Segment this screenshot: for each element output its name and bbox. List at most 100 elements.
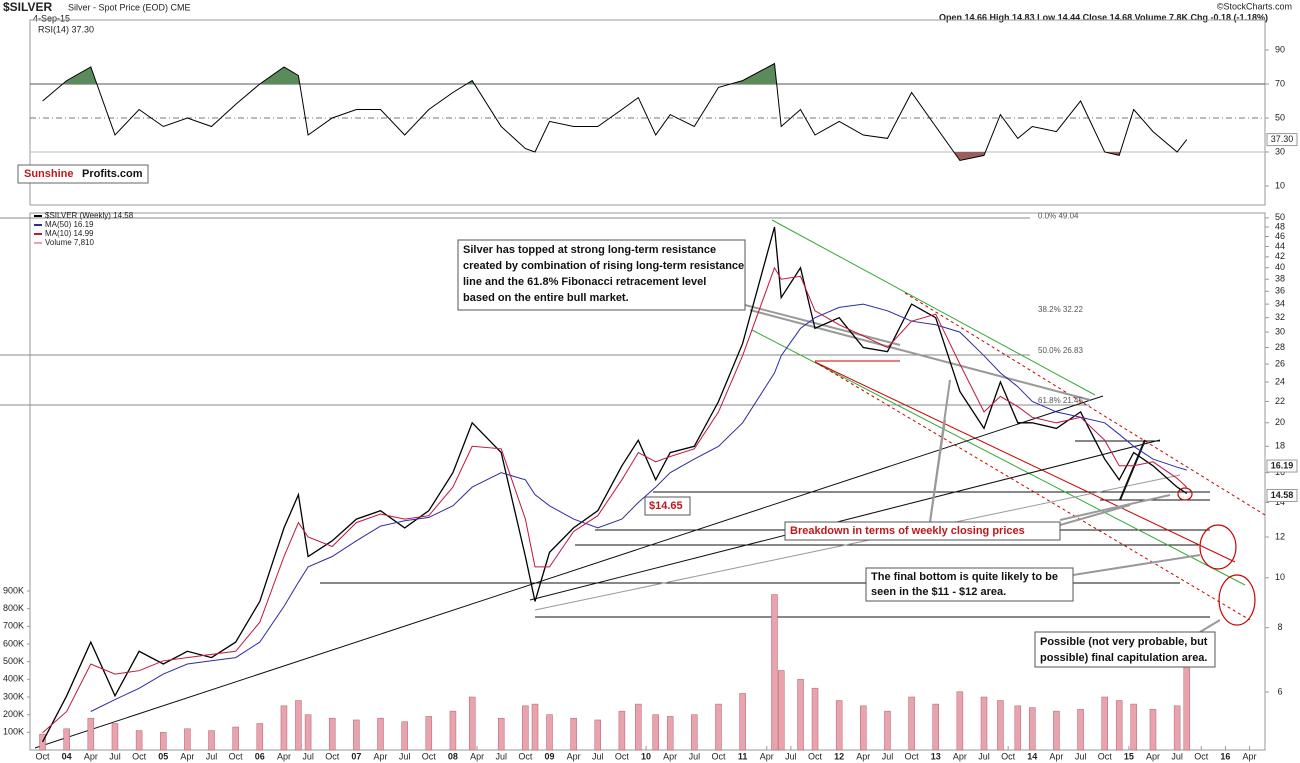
last-value-label: 37.30 — [1271, 134, 1294, 144]
callout-text: seen in the $11 - $12 area. — [871, 586, 1006, 598]
series-line — [90, 303, 1187, 712]
callout-text: possible) final capitulation area. — [1040, 652, 1207, 664]
trend-line — [819, 364, 1251, 621]
volume-bar — [425, 716, 433, 751]
x-tick-label: 04 — [62, 751, 72, 761]
volume-bar — [280, 705, 288, 751]
x-tick-label: Apr — [180, 751, 194, 761]
y-tick-label: 28 — [1275, 342, 1285, 352]
trend-line — [904, 292, 1266, 516]
x-tick-label: Oct — [711, 751, 726, 761]
callout-text: Breakdown in terms of weekly closing pri… — [790, 525, 1025, 537]
volume-bar — [304, 714, 312, 751]
x-tick-label: Oct — [615, 751, 630, 761]
x-tick-label: Jul — [978, 751, 990, 761]
volume-bar — [811, 687, 819, 751]
volume-bar — [522, 705, 529, 751]
trend-line — [751, 329, 1246, 586]
x-tick-label: Oct — [1001, 751, 1016, 761]
x-tick-label: Oct — [36, 751, 51, 761]
callout-text: Possible (not very probable, but — [1040, 636, 1208, 648]
x-tick-label: Oct — [808, 751, 823, 761]
x-tick-label: 07 — [351, 751, 361, 761]
legend-label: MA(50) 16.19 — [45, 220, 94, 229]
y-tick-label: 70 — [1275, 78, 1285, 88]
volume-bar — [777, 670, 785, 751]
y-tick-label: 48 — [1275, 221, 1285, 231]
trend-line — [529, 439, 1161, 601]
price-panel — [29, 212, 1266, 751]
rsi-legend: RSI(14) 37.30 — [38, 24, 94, 34]
volume-bar — [232, 726, 239, 751]
y2-tick-label: 400K — [3, 674, 24, 684]
y-tick-label: 44 — [1275, 241, 1285, 251]
volume-bar — [184, 728, 191, 751]
volume-bar — [835, 700, 843, 751]
description: Silver - Spot Price (EOD) CME — [68, 2, 191, 12]
volume-bar — [652, 714, 659, 751]
volume-bar — [618, 710, 626, 751]
volume-bar — [1183, 664, 1191, 751]
x-tick-label: Jul — [206, 751, 218, 761]
volume-bar — [468, 696, 476, 751]
x-tick-label: Oct — [518, 751, 533, 761]
fib-label: 0.0% 49.04 — [1038, 211, 1079, 220]
volume-bar — [63, 728, 70, 751]
x-tick-label: 14 — [1027, 751, 1037, 761]
x-tick-label: Oct — [905, 751, 920, 761]
pointer — [1199, 619, 1221, 633]
x-tick-label: Apr — [84, 751, 98, 761]
y-tick-label: 20 — [1275, 417, 1285, 427]
trend-line — [771, 219, 1096, 396]
volume-bar — [1053, 710, 1060, 751]
trend-line — [1119, 439, 1146, 501]
volume-bar — [860, 705, 867, 751]
x-tick-label: Oct — [325, 751, 340, 761]
pointer — [1072, 554, 1201, 576]
price-tag — [1266, 459, 1298, 473]
price-tag-label: 16.19 — [1271, 460, 1294, 470]
volume-bar — [666, 716, 674, 751]
header: $SILVER Silver - Spot Price (EOD) CME 4-… — [3, 0, 1292, 23]
y-tick-label: 36 — [1275, 286, 1285, 296]
series-line — [42, 266, 1188, 734]
target-circle — [1177, 487, 1193, 501]
volume-bar — [908, 696, 915, 751]
x-tick-label: Oct — [422, 751, 437, 761]
quote: Open 14.66 High 14.83 Low 14.44 Close 14… — [939, 12, 1268, 22]
x-tick-label: Jul — [689, 751, 701, 761]
y2-tick-label: 800K — [3, 603, 24, 613]
fib-label: 61.8% 21.45 — [1038, 396, 1083, 405]
volume-bar — [997, 700, 1004, 751]
y-tick-label: 12 — [1275, 531, 1285, 541]
y-tick-label: 26 — [1275, 358, 1285, 368]
pointer — [929, 419, 946, 523]
callout-text: The final bottom is quite likely to be — [871, 571, 1058, 583]
legend-label: $SILVER (Weekly) 14.58 — [45, 211, 134, 220]
x-tick-label: 10 — [641, 751, 651, 761]
volume-bar — [771, 594, 778, 751]
y2-tick-label: 100K — [3, 727, 24, 737]
y-tick-label: 42 — [1275, 251, 1285, 261]
volume-bar — [497, 717, 505, 751]
rsi-line — [42, 62, 1188, 162]
volume-bar — [531, 703, 539, 751]
x-tick-label: Oct — [1194, 751, 1209, 761]
x-tick-label: Apr — [1243, 751, 1257, 761]
volume-bar — [87, 717, 95, 751]
volume-bar — [1149, 709, 1157, 751]
volume-bar — [1130, 703, 1137, 751]
x-tick-label: Apr — [663, 751, 677, 761]
y-tick-label: 10 — [1275, 572, 1285, 582]
volume-bar — [1173, 705, 1181, 751]
x-tick-label: Apr — [760, 751, 774, 761]
y-tick-label: 46 — [1275, 231, 1285, 241]
volume-bar — [932, 703, 939, 751]
volume-bar — [739, 693, 746, 751]
y-tick-label: 10 — [1275, 180, 1285, 190]
callouts: Silver has topped at strong long-term re… — [457, 239, 1216, 668]
volume-bar — [160, 732, 167, 751]
volume-bar — [546, 714, 553, 751]
x-tick-label: Apr — [1049, 751, 1063, 761]
